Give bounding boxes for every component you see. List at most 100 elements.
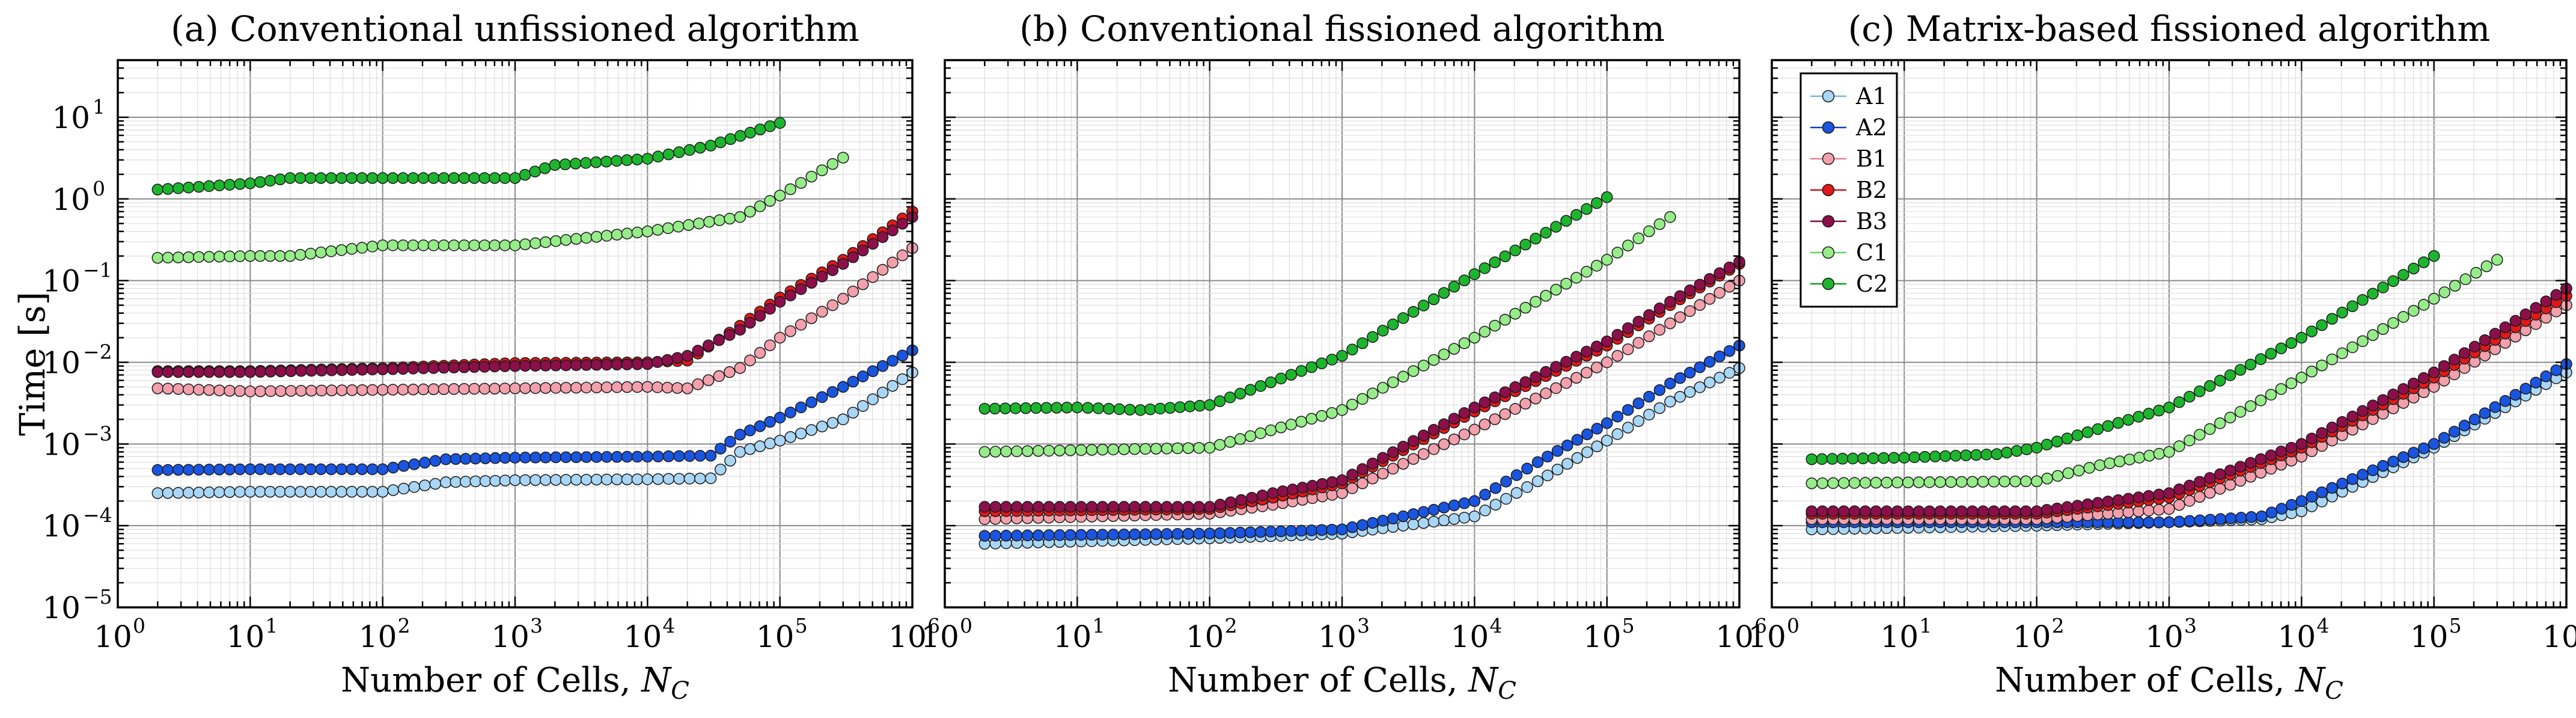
- data-point-C2: [1590, 197, 1603, 209]
- x-tick-exponent: 1: [1919, 614, 1932, 637]
- data-point-B1: [652, 381, 664, 393]
- data-point-C1: [1326, 407, 1338, 419]
- data-point-A2: [2458, 419, 2471, 432]
- data-point-B1: [305, 384, 317, 397]
- data-point-C1: [2285, 377, 2298, 390]
- data-point-A1: [356, 486, 368, 498]
- data-point-C1: [1611, 247, 1623, 259]
- x-tick-exponent: 4: [662, 614, 675, 637]
- data-point-C1: [1011, 445, 1023, 458]
- data-point-B3: [275, 365, 287, 378]
- data-point-C1: [162, 251, 174, 264]
- data-point-B3: [151, 366, 164, 378]
- data-point-B1: [224, 385, 236, 397]
- data-point-A2: [2184, 515, 2196, 527]
- data-point-A2: [2397, 451, 2410, 463]
- data-point-B3: [1032, 501, 1045, 513]
- data-point-C2: [315, 172, 327, 184]
- data-point-C1: [1150, 443, 1162, 455]
- data-point-C2: [2244, 358, 2257, 370]
- data-point-B3: [1427, 424, 1440, 436]
- data-point-C2: [1918, 451, 1931, 463]
- data-point-C1: [1417, 360, 1430, 372]
- data-point-B3: [203, 366, 215, 378]
- data-point-A1: [284, 486, 296, 498]
- data-point-A2: [896, 349, 909, 362]
- x-tick-exponent: 1: [265, 614, 278, 637]
- data-point-C1: [1838, 477, 1850, 489]
- data-point-A2: [2346, 473, 2358, 485]
- data-point-C2: [244, 177, 257, 189]
- data-point-C1: [1213, 438, 1226, 451]
- data-point-C2: [641, 153, 654, 165]
- data-point-A2: [2377, 460, 2389, 472]
- data-point-C1: [264, 250, 276, 262]
- y-tick-exponent: 1: [93, 95, 105, 118]
- x-tick-exponent: 3: [2184, 614, 2197, 637]
- data-point-B3: [2234, 461, 2247, 473]
- x-tick-exponent: 5: [2449, 614, 2462, 637]
- data-point-C1: [1966, 476, 1979, 488]
- data-point-A2: [2306, 491, 2318, 503]
- x-tick-label: 10: [1451, 619, 1489, 654]
- panel-title: (c) Matrix-based fissioned algorithm: [1848, 8, 2490, 49]
- data-point-A1: [244, 486, 257, 498]
- data-point-B3: [989, 501, 1001, 513]
- data-point-B3: [427, 362, 440, 374]
- data-point-B3: [1150, 501, 1162, 513]
- data-point-A2: [540, 451, 552, 464]
- data-point-C1: [2306, 366, 2318, 378]
- data-point-B1: [1723, 281, 1736, 293]
- data-point-B1: [407, 383, 420, 396]
- data-point-B3: [2377, 394, 2389, 406]
- data-point-B3: [2448, 354, 2461, 366]
- data-point-B3: [1674, 290, 1686, 302]
- data-point-A2: [1203, 527, 1216, 540]
- data-point-B3: [1934, 505, 1946, 517]
- data-point-A2: [1427, 504, 1440, 516]
- data-point-B1: [754, 347, 766, 359]
- data-point-A2: [1542, 450, 1554, 462]
- data-point-C2: [1387, 318, 1399, 331]
- data-point-C1: [2275, 383, 2288, 395]
- data-point-C2: [1134, 404, 1147, 416]
- data-point-A2: [2489, 401, 2501, 413]
- data-point-C1: [1448, 343, 1460, 355]
- data-point-A1: [1489, 499, 1502, 511]
- data-point-C2: [519, 168, 531, 181]
- data-point-C1: [1427, 354, 1440, 366]
- data-point-B3: [671, 352, 683, 364]
- data-point-C1: [376, 239, 389, 251]
- data-point-A1: [876, 387, 889, 399]
- data-point-C2: [559, 158, 572, 171]
- data-point-C2: [366, 172, 379, 184]
- data-point-A1: [847, 407, 859, 419]
- data-point-C1: [1912, 476, 1925, 488]
- data-point-C1: [2428, 293, 2440, 305]
- data-point-A2: [1500, 476, 1512, 488]
- data-point-C2: [1265, 376, 1277, 388]
- data-point-A1: [264, 486, 276, 498]
- data-point-B3: [1129, 501, 1141, 513]
- data-point-A1: [408, 481, 420, 493]
- data-point-C1: [2133, 452, 2146, 464]
- data-point-C1: [1622, 239, 1634, 252]
- data-point-B1: [295, 385, 307, 397]
- data-point-C1: [1367, 387, 1379, 399]
- data-point-B3: [1570, 351, 1583, 363]
- data-point-C2: [2143, 408, 2155, 420]
- data-point-A2: [1551, 445, 1564, 457]
- data-point-A1: [459, 476, 472, 488]
- x-tick-label: 10: [1748, 619, 1786, 654]
- data-point-B1: [2143, 505, 2155, 517]
- x-tick-exponent: 5: [1622, 614, 1635, 637]
- data-point-C1: [1581, 266, 1593, 278]
- data-point-A2: [489, 452, 501, 464]
- data-point-B3: [1326, 476, 1338, 488]
- data-point-A2: [1234, 526, 1247, 539]
- data-point-C1: [386, 239, 399, 251]
- x-tick-label: 10: [624, 619, 662, 654]
- data-point-A2: [1723, 345, 1736, 357]
- data-point-C2: [2163, 401, 2175, 414]
- data-point-C1: [1203, 441, 1216, 454]
